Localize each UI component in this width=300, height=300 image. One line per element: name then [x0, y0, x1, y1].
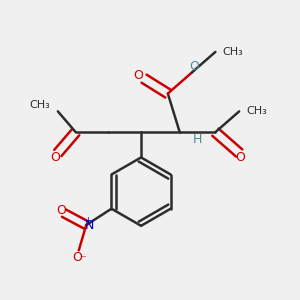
Text: N: N: [85, 218, 94, 232]
Text: CH₃: CH₃: [247, 106, 267, 116]
Text: CH₃: CH₃: [223, 47, 244, 57]
Text: O: O: [56, 204, 66, 217]
Text: +: +: [84, 216, 91, 225]
Text: ⁻: ⁻: [80, 254, 86, 264]
Text: H: H: [193, 133, 202, 146]
Text: O: O: [236, 151, 246, 164]
Text: CH₃: CH₃: [30, 100, 50, 110]
Text: O: O: [190, 60, 200, 73]
Text: O: O: [72, 251, 82, 264]
Text: O: O: [133, 69, 143, 82]
Text: O: O: [50, 151, 60, 164]
